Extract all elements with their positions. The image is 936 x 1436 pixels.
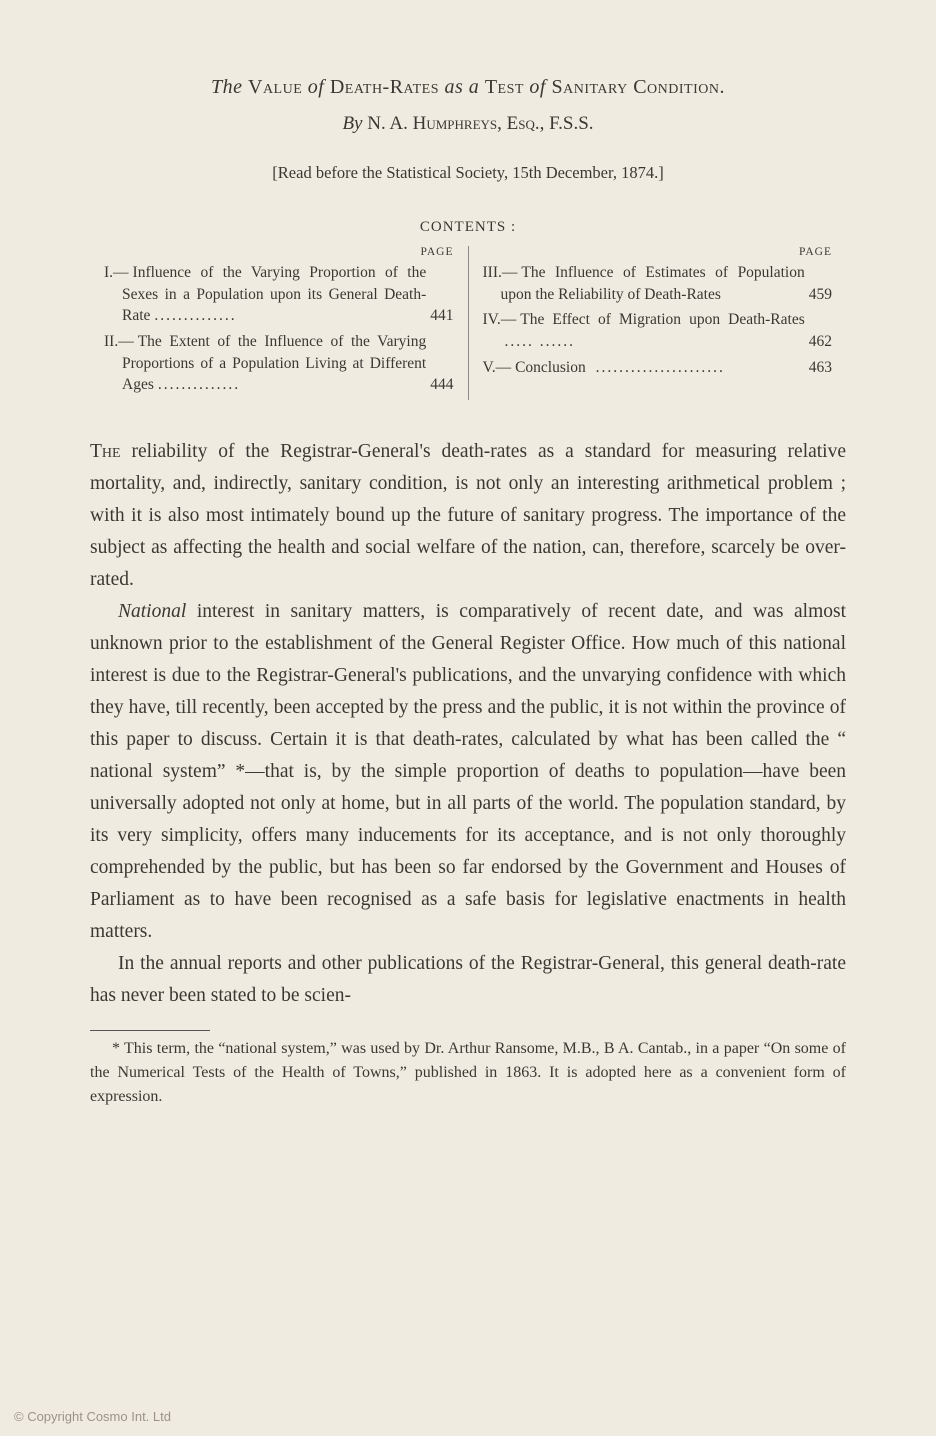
paper-title: The Value of Death-Rates as a Test of Sa… bbox=[90, 76, 846, 99]
toc-entry: V.—Conclusion ...................... 463 bbox=[483, 357, 833, 379]
read-before-note: [Read before the Statistical Society, 15… bbox=[90, 163, 846, 183]
page-label: PAGE bbox=[104, 246, 454, 258]
paragraph-3: In the annual reports and other publicat… bbox=[90, 948, 846, 1012]
toc-entry: IV.—The Effect of Migration upon Death-R… bbox=[483, 309, 833, 352]
toc-entry: I.—Influence of the Varying Proportion o… bbox=[104, 262, 454, 327]
page-label: PAGE bbox=[483, 246, 833, 258]
contents-table: PAGE I.—Influence of the Varying Proport… bbox=[90, 246, 846, 400]
contents-left-column: PAGE I.—Influence of the Varying Proport… bbox=[90, 246, 469, 400]
toc-entry: III.—The Influence of Estimates of Popul… bbox=[483, 262, 833, 305]
footnote: * This term, the “national system,” was … bbox=[90, 1037, 846, 1109]
paragraph-2: National interest in sanitary matters, i… bbox=[90, 596, 846, 948]
body-text: The reliability of the Registrar-General… bbox=[90, 436, 846, 1011]
toc-entry: II.—The Extent of the Influence of the V… bbox=[104, 331, 454, 396]
copyright-watermark: © Copyright Cosmo Int. Ltd bbox=[14, 1409, 171, 1424]
footnote-rule bbox=[90, 1030, 210, 1031]
contents-heading: CONTENTS : bbox=[90, 219, 846, 236]
byline: By N. A. Humphreys, Esq., F.S.S. bbox=[90, 113, 846, 135]
contents-right-column: PAGE III.—The Influence of Estimates of … bbox=[469, 246, 847, 400]
paragraph-1: The reliability of the Registrar-General… bbox=[90, 436, 846, 596]
title-block: The Value of Death-Rates as a Test of Sa… bbox=[90, 76, 846, 183]
